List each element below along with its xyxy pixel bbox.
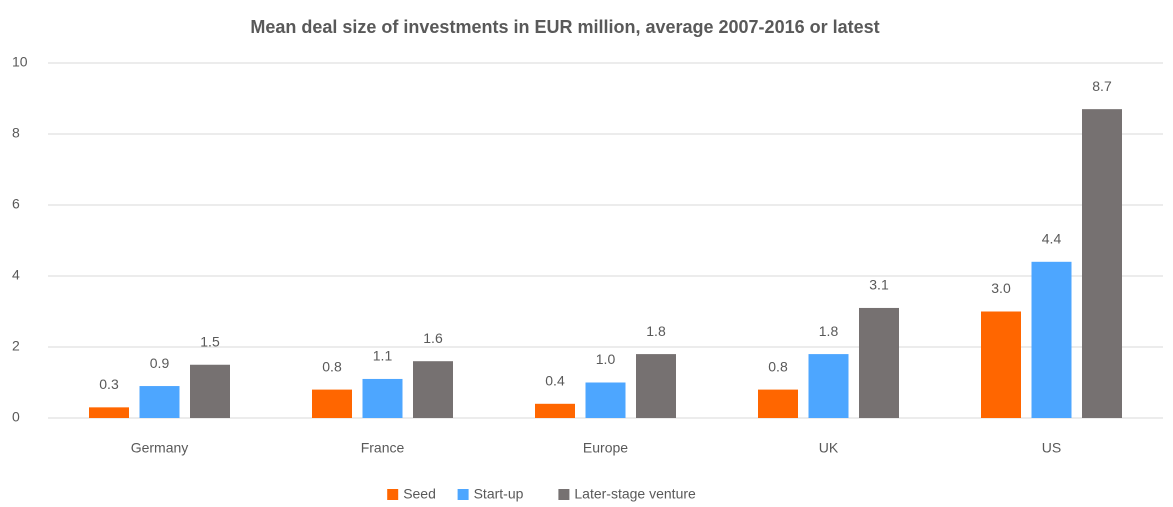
bar <box>585 382 626 418</box>
bar <box>808 354 849 418</box>
x-tick-label: UK <box>819 440 839 456</box>
bar <box>190 364 230 418</box>
legend-label: Seed <box>403 486 436 502</box>
bar <box>312 389 352 418</box>
data-label: 1.6 <box>423 330 443 346</box>
data-label: 1.8 <box>646 323 666 339</box>
bar <box>1031 261 1072 418</box>
data-label: 1.5 <box>200 333 220 349</box>
bar <box>1082 109 1122 419</box>
data-label: 0.3 <box>99 376 119 392</box>
bar <box>636 354 676 418</box>
y-tick-label: 10 <box>12 54 28 70</box>
data-label: 1.0 <box>596 351 616 367</box>
data-label: 3.0 <box>991 280 1011 296</box>
bar <box>89 407 129 418</box>
bar <box>758 389 798 418</box>
data-label: 0.8 <box>768 358 788 374</box>
bar <box>139 386 180 418</box>
legend-swatch <box>457 489 469 500</box>
data-label: 1.8 <box>819 323 839 339</box>
chart-title: Mean deal size of investments in EUR mil… <box>250 17 879 37</box>
data-label: 4.4 <box>1042 231 1062 247</box>
bar <box>859 307 899 418</box>
x-tick-label: Germany <box>131 440 189 456</box>
y-tick-label: 6 <box>12 196 20 212</box>
bar <box>535 403 575 418</box>
bar <box>981 311 1021 418</box>
legend-label: Later-stage venture <box>574 486 696 502</box>
bar <box>362 378 403 418</box>
legend-swatch <box>387 489 399 500</box>
data-label: 1.1 <box>373 348 393 364</box>
y-tick-label: 2 <box>12 338 20 354</box>
data-label: 0.9 <box>150 355 170 371</box>
legend-swatch <box>558 489 570 500</box>
x-tick-label: Europe <box>583 440 628 456</box>
x-tick-label: US <box>1042 440 1061 456</box>
y-tick-label: 4 <box>12 267 20 283</box>
x-tick-label: France <box>361 440 405 456</box>
data-label: 8.7 <box>1092 78 1112 94</box>
bar <box>413 361 453 418</box>
data-label: 3.1 <box>869 277 889 293</box>
y-tick-label: 0 <box>12 409 20 425</box>
data-label: 0.4 <box>545 373 565 389</box>
data-label: 0.8 <box>322 358 342 374</box>
y-tick-label: 8 <box>12 125 20 141</box>
legend-label: Start-up <box>474 486 524 502</box>
